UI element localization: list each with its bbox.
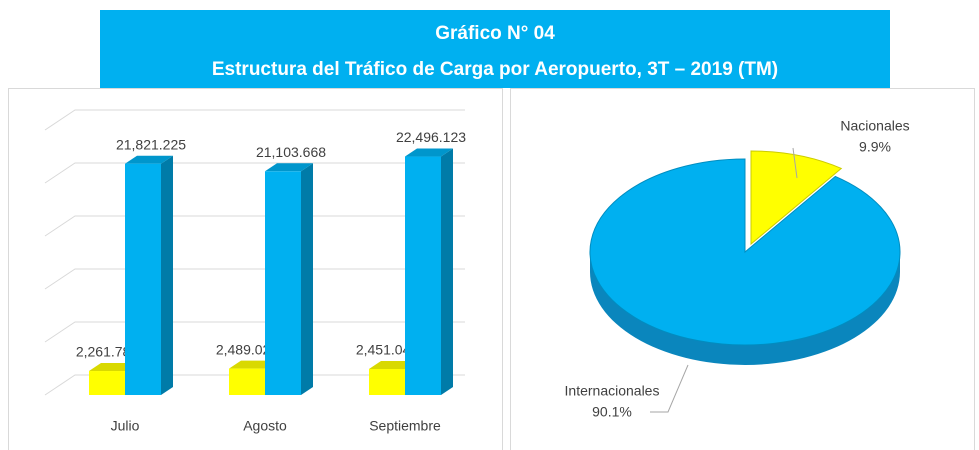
- bar-front: [125, 163, 161, 395]
- grid-line: [44, 321, 465, 343]
- bar-front: [229, 368, 265, 395]
- right-panel: [510, 88, 975, 450]
- data-label: 21,103.668: [256, 144, 326, 160]
- bar-side: [161, 155, 173, 395]
- grid-line: [44, 374, 465, 396]
- pie-side: [590, 252, 900, 365]
- pie-value-label: 9.9%: [859, 139, 891, 155]
- bar-top: [125, 155, 173, 164]
- data-label: 2,489.027: [216, 341, 278, 357]
- bar-top: [265, 163, 313, 172]
- bar-front: [265, 171, 301, 395]
- pie-slice: [589, 158, 901, 346]
- left-panel: [8, 88, 503, 450]
- pie-label: Nacionales: [840, 118, 909, 134]
- bar-front: [405, 156, 441, 395]
- chart-subtitle: Estructura del Tráfico de Carga por Aero…: [212, 59, 778, 80]
- data-label: 21,821.225: [116, 136, 186, 152]
- bar-top: [405, 148, 453, 157]
- data-label: 2,261.786: [76, 344, 138, 360]
- bar-front: [89, 371, 125, 395]
- bar: [125, 155, 173, 395]
- data-label: 2,451.049: [356, 342, 418, 358]
- chart-title: Gráfico N° 04: [435, 23, 555, 44]
- bar-side: [301, 163, 313, 395]
- bar-side: [441, 148, 453, 395]
- bar-front: [369, 369, 405, 395]
- pie-label: Internacionales: [565, 383, 660, 399]
- x-tick-label: Agosto: [243, 418, 287, 434]
- grid-line: [44, 215, 465, 237]
- bar: [265, 163, 313, 395]
- grid-line: [44, 268, 465, 290]
- grid-line: [44, 162, 465, 184]
- pie-value-label: 90.1%: [592, 404, 632, 420]
- grid-line: [44, 109, 465, 131]
- x-tick-label: Septiembre: [369, 418, 441, 434]
- leader-line: [650, 364, 689, 413]
- pie-slice: [750, 150, 843, 246]
- x-tick-label: Julio: [111, 418, 140, 434]
- leader-line: [792, 147, 798, 179]
- title-banner: [100, 10, 890, 88]
- bar: [405, 148, 453, 395]
- data-label: 22,496.123: [396, 129, 466, 145]
